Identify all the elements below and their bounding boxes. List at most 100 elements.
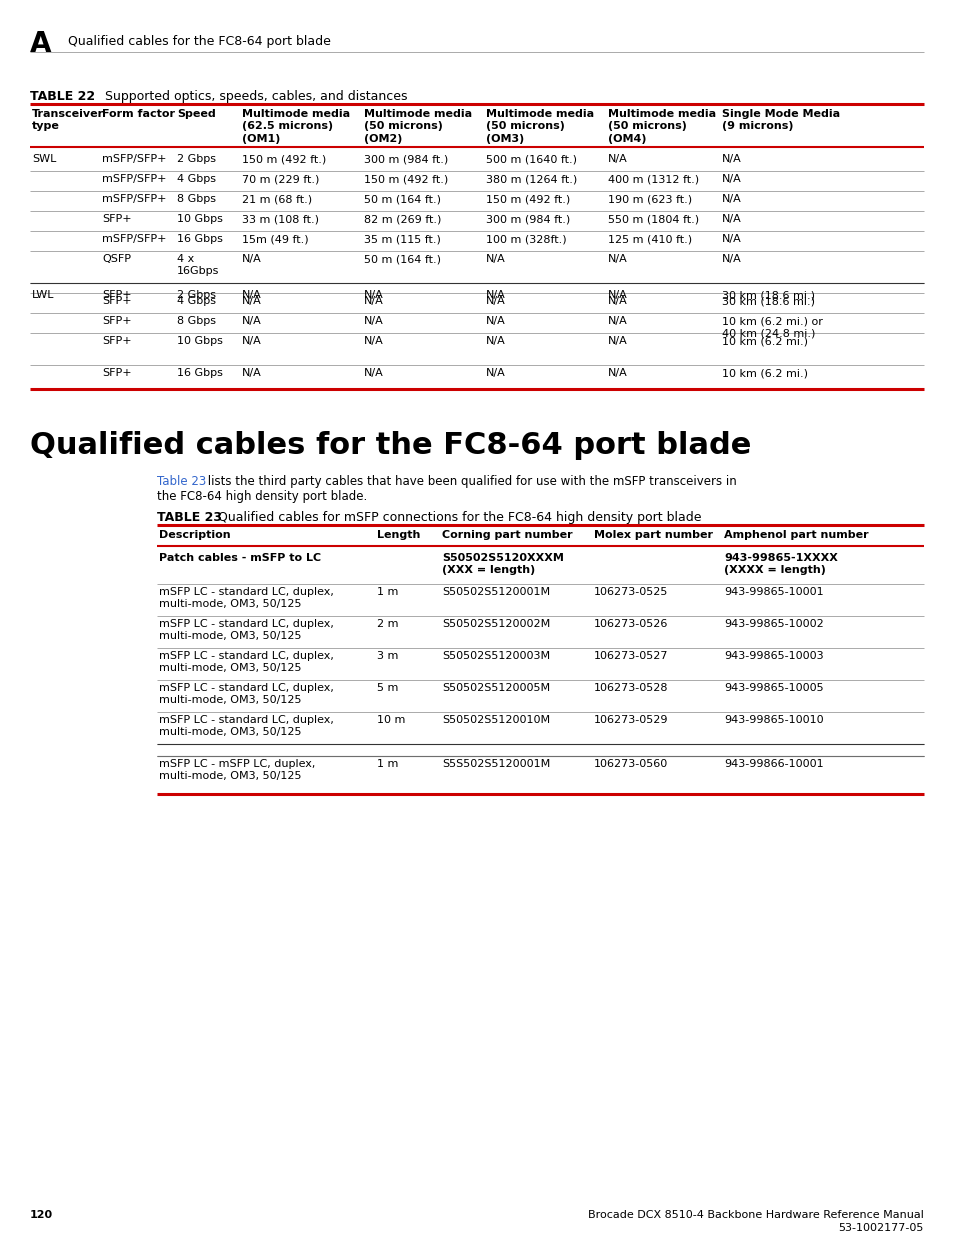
Text: N/A: N/A	[607, 316, 627, 326]
Text: N/A: N/A	[607, 154, 627, 164]
Text: mSFP LC - standard LC, duplex,
multi-mode, OM3, 50/125: mSFP LC - standard LC, duplex, multi-mod…	[159, 715, 334, 737]
Text: N/A: N/A	[485, 254, 505, 264]
Text: Description: Description	[159, 530, 231, 540]
Text: 4 Gbps: 4 Gbps	[177, 174, 215, 184]
Text: 943-99865-1XXXX
(XXXX = length): 943-99865-1XXXX (XXXX = length)	[723, 553, 837, 576]
Text: N/A: N/A	[485, 368, 505, 378]
Text: 120: 120	[30, 1210, 53, 1220]
Text: S50502S5120010M: S50502S5120010M	[441, 715, 550, 725]
Text: 300 m (984 ft.): 300 m (984 ft.)	[364, 154, 448, 164]
Text: N/A: N/A	[364, 316, 383, 326]
Text: 2 Gbps: 2 Gbps	[177, 290, 215, 300]
Text: Molex part number: Molex part number	[594, 530, 712, 540]
Text: mSFP LC - standard LC, duplex,
multi-mode, OM3, 50/125: mSFP LC - standard LC, duplex, multi-mod…	[159, 619, 334, 641]
Text: S50502S5120001M: S50502S5120001M	[441, 587, 550, 597]
Text: Form factor: Form factor	[102, 109, 174, 119]
Text: N/A: N/A	[485, 290, 505, 300]
Text: N/A: N/A	[364, 290, 383, 300]
Text: mSFP LC - standard LC, duplex,
multi-mode, OM3, 50/125: mSFP LC - standard LC, duplex, multi-mod…	[159, 683, 334, 705]
Text: N/A: N/A	[721, 154, 741, 164]
Text: N/A: N/A	[364, 336, 383, 346]
Text: 3 m: 3 m	[376, 651, 398, 661]
Text: Brocade DCX 8510-4 Backbone Hardware Reference Manual: Brocade DCX 8510-4 Backbone Hardware Ref…	[587, 1210, 923, 1220]
Text: N/A: N/A	[607, 290, 627, 300]
Text: 50 m (164 ft.): 50 m (164 ft.)	[364, 254, 440, 264]
Text: 106273-0560: 106273-0560	[594, 760, 667, 769]
Text: 943-99865-10005: 943-99865-10005	[723, 683, 822, 693]
Text: 8 Gbps: 8 Gbps	[177, 316, 215, 326]
Text: N/A: N/A	[607, 254, 627, 264]
Text: SFP+: SFP+	[102, 336, 132, 346]
Text: S5S502S5120001M: S5S502S5120001M	[441, 760, 550, 769]
Text: 10 Gbps: 10 Gbps	[177, 336, 223, 346]
Text: mSFP/SFP+: mSFP/SFP+	[102, 174, 167, 184]
Text: S50502S5120002M: S50502S5120002M	[441, 619, 550, 629]
Text: 1 m: 1 m	[376, 760, 398, 769]
Text: 500 m (1640 ft.): 500 m (1640 ft.)	[485, 154, 577, 164]
Text: 106273-0525: 106273-0525	[594, 587, 668, 597]
Text: SFP+: SFP+	[102, 214, 132, 224]
Text: 380 m (1264 ft.): 380 m (1264 ft.)	[485, 174, 577, 184]
Text: N/A: N/A	[485, 316, 505, 326]
Text: 100 m (328ft.): 100 m (328ft.)	[485, 233, 566, 245]
Text: Supported optics, speeds, cables, and distances: Supported optics, speeds, cables, and di…	[105, 90, 407, 103]
Text: N/A: N/A	[607, 296, 627, 306]
Text: Qualified cables for the FC8-64 port blade: Qualified cables for the FC8-64 port bla…	[30, 431, 751, 459]
Text: 106273-0527: 106273-0527	[594, 651, 668, 661]
Text: N/A: N/A	[721, 194, 741, 204]
Text: 150 m (492 ft.): 150 m (492 ft.)	[364, 174, 448, 184]
Text: 943-99866-10001: 943-99866-10001	[723, 760, 822, 769]
Text: 943-99865-10003: 943-99865-10003	[723, 651, 822, 661]
Text: 10 km (6.2 mi.): 10 km (6.2 mi.)	[721, 336, 807, 346]
Text: 10 m: 10 m	[376, 715, 405, 725]
Text: mSFP/SFP+: mSFP/SFP+	[102, 194, 167, 204]
Text: Corning part number: Corning part number	[441, 530, 572, 540]
Text: 2 m: 2 m	[376, 619, 398, 629]
Text: mSFP/SFP+: mSFP/SFP+	[102, 233, 167, 245]
Text: S50502S5120003M: S50502S5120003M	[441, 651, 550, 661]
Text: 943-99865-10001: 943-99865-10001	[723, 587, 822, 597]
Text: 106273-0526: 106273-0526	[594, 619, 668, 629]
Text: Multimode media
(62.5 microns)
(OM1): Multimode media (62.5 microns) (OM1)	[242, 109, 350, 143]
Text: 150 m (492 ft.): 150 m (492 ft.)	[242, 154, 326, 164]
Text: Amphenol part number: Amphenol part number	[723, 530, 868, 540]
Text: A: A	[30, 30, 51, 58]
Text: TABLE 23: TABLE 23	[157, 511, 222, 524]
Text: 15m (49 ft.): 15m (49 ft.)	[242, 233, 309, 245]
Text: 550 m (1804 ft.): 550 m (1804 ft.)	[607, 214, 699, 224]
Text: 10 km (6.2 mi.) or
40 km (24.8 mi.): 10 km (6.2 mi.) or 40 km (24.8 mi.)	[721, 316, 822, 338]
Text: 150 m (492 ft.): 150 m (492 ft.)	[485, 194, 570, 204]
Text: 4 Gbps: 4 Gbps	[177, 296, 215, 306]
Text: SWL: SWL	[32, 154, 56, 164]
Text: Single Mode Media
(9 microns): Single Mode Media (9 microns)	[721, 109, 840, 131]
Text: 106273-0529: 106273-0529	[594, 715, 668, 725]
Text: Multimode media
(50 microns)
(OM3): Multimode media (50 microns) (OM3)	[485, 109, 594, 143]
Text: 21 m (68 ft.): 21 m (68 ft.)	[242, 194, 312, 204]
Text: lists the third party cables that have been qualified for use with the mSFP tran: lists the third party cables that have b…	[204, 475, 736, 488]
Text: Transceiver
type: Transceiver type	[32, 109, 104, 131]
Text: 16 Gbps: 16 Gbps	[177, 233, 223, 245]
Text: 300 m (984 ft.): 300 m (984 ft.)	[485, 214, 570, 224]
Text: 10 Gbps: 10 Gbps	[177, 214, 223, 224]
Text: SFP+: SFP+	[102, 290, 132, 300]
Text: Table 23: Table 23	[157, 475, 206, 488]
Text: 10 km (6.2 mi.): 10 km (6.2 mi.)	[721, 368, 807, 378]
Text: N/A: N/A	[485, 336, 505, 346]
Text: LWL: LWL	[32, 290, 54, 300]
Text: N/A: N/A	[242, 336, 261, 346]
Text: SFP+: SFP+	[102, 296, 132, 306]
Text: Length: Length	[376, 530, 420, 540]
Text: Speed: Speed	[177, 109, 215, 119]
Text: 2 Gbps: 2 Gbps	[177, 154, 215, 164]
Text: 943-99865-10002: 943-99865-10002	[723, 619, 822, 629]
Text: 1 m: 1 m	[376, 587, 398, 597]
Text: N/A: N/A	[721, 214, 741, 224]
Text: N/A: N/A	[485, 296, 505, 306]
Text: Qualified cables for mSFP connections for the FC8-64 high density port blade: Qualified cables for mSFP connections fo…	[218, 511, 700, 524]
Text: 30 km (18.6 mi.): 30 km (18.6 mi.)	[721, 296, 814, 306]
Text: N/A: N/A	[242, 254, 261, 264]
Text: 30 km (18.6 mi.): 30 km (18.6 mi.)	[721, 290, 814, 300]
Text: 190 m (623 ft.): 190 m (623 ft.)	[607, 194, 691, 204]
Text: N/A: N/A	[721, 233, 741, 245]
Text: Patch cables - mSFP to LC: Patch cables - mSFP to LC	[159, 553, 321, 563]
